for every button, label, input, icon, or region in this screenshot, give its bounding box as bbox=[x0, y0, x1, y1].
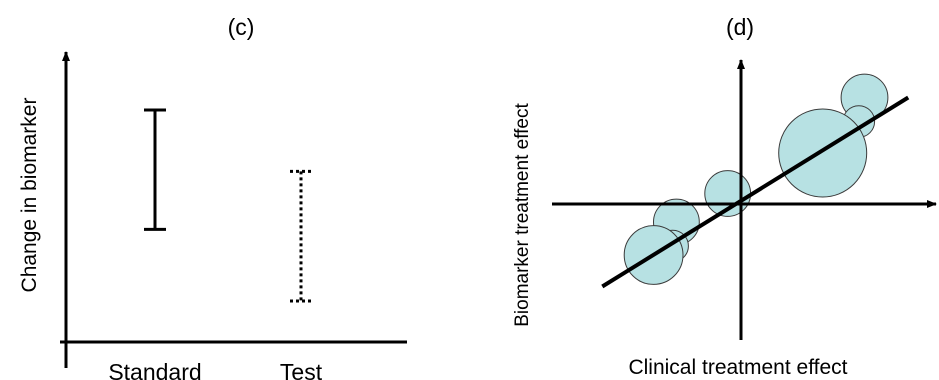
panel-c-label: (c) bbox=[228, 14, 255, 40]
panel-d-y-axis-label: Biomarker treatment effect bbox=[512, 103, 533, 327]
panel-d-bubble-chart: (d) Biomarker treatment effect Clinical … bbox=[512, 14, 937, 379]
panel-d-label: (d) bbox=[726, 14, 754, 40]
panel-d-fit-line bbox=[601, 95, 910, 289]
panel-c-category-label-standard: Standard bbox=[108, 359, 201, 380]
panel-d-x-axis-label: Clinical treatment effect bbox=[628, 356, 847, 379]
bubble-point bbox=[778, 108, 868, 198]
interval-standard bbox=[144, 108, 166, 231]
interval-test bbox=[290, 169, 312, 303]
panel-c-y-axis-label: Change in biomarker bbox=[18, 98, 41, 293]
panel-c-error-bar-chart: (c) Change in biomarker Standard Test bbox=[18, 14, 407, 380]
panel-c-category-label-test: Test bbox=[280, 359, 323, 380]
